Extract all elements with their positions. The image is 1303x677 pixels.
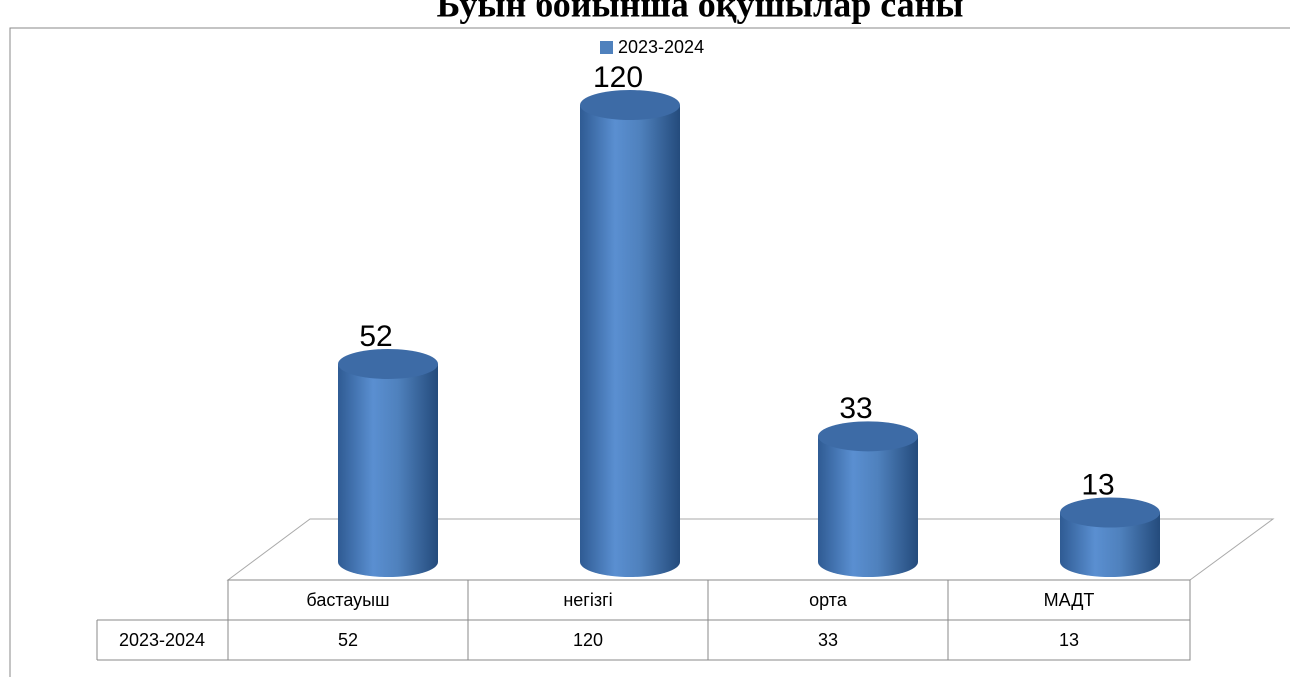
table-value: 33 — [818, 630, 838, 650]
table-value: 13 — [1059, 630, 1079, 650]
cylinder-body — [580, 105, 680, 577]
x-tick-label: орта — [809, 590, 848, 610]
x-tick-label: бастауыш — [306, 590, 389, 610]
cylinder — [818, 421, 918, 577]
legend-swatch — [600, 41, 613, 54]
cylinder — [1060, 497, 1160, 577]
table-value: 52 — [338, 630, 358, 650]
cylinder-body — [338, 363, 438, 577]
x-tick-label: негізгі — [563, 590, 612, 610]
chart-frame — [9, 27, 1290, 677]
cylinder-top — [818, 421, 918, 452]
chart-title: Буын бойынша оқушылар саны — [437, 0, 964, 24]
data-label: 52 — [359, 320, 392, 353]
cylinder-top — [338, 348, 438, 379]
legend-label: 2023-2024 — [618, 37, 704, 57]
data-label: 120 — [593, 61, 643, 94]
cylinder — [338, 348, 438, 577]
data-table — [96, 579, 1191, 661]
data-label: 13 — [1081, 468, 1114, 501]
cylinder-top — [580, 90, 680, 120]
cylinder-body — [818, 436, 918, 577]
data-label: 33 — [839, 392, 872, 425]
table-value: 120 — [573, 630, 603, 650]
cylinder — [580, 90, 680, 577]
x-tick-label: МАДТ — [1044, 590, 1095, 610]
cylinder-body — [1060, 512, 1160, 577]
cylinder-top — [1060, 497, 1160, 528]
table-row-header: 2023-2024 — [119, 630, 205, 650]
